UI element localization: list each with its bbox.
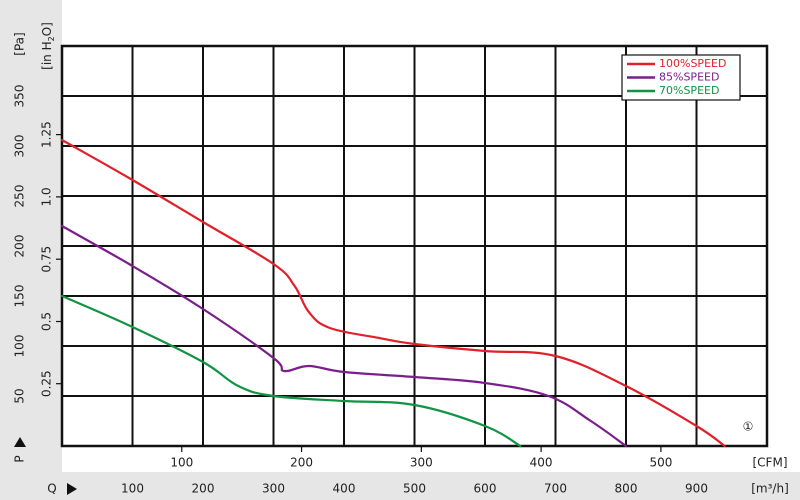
x-axis-band xyxy=(0,472,800,500)
y-axis-unit: [Pa] xyxy=(13,32,27,55)
x-tick-label: 900 xyxy=(685,482,708,496)
legend-entry: 85%SPEED xyxy=(659,71,719,84)
series-line-85-speed xyxy=(60,224,628,448)
x-tick-label: 300 xyxy=(262,482,285,496)
x2-tick-label: 400 xyxy=(530,456,553,470)
grid xyxy=(60,44,769,448)
series-lines xyxy=(60,138,726,448)
y-axis-arrow-icon xyxy=(14,437,26,447)
y2-tick-label: 0.75 xyxy=(40,246,54,273)
y2-tick-label: 1.0 xyxy=(40,187,54,206)
x2-axis-unit: [CFM] xyxy=(753,456,788,470)
x-tick-label: 400 xyxy=(333,482,356,496)
y2-tick-label: 1.25 xyxy=(40,121,54,148)
axis-labels: [Pa] [in H2O] P Q [m³/h] [CFM] ① xyxy=(13,22,789,495)
y2-axis-unit: [in H2O] xyxy=(40,22,57,70)
y-axis-ticks: 50 100 150 200 250 300 350 xyxy=(13,85,27,404)
y-axis-label: P xyxy=(13,455,27,462)
legend-entry: 70%SPEED xyxy=(659,84,719,97)
x2-axis-ticks: 100 200 300 400 500 xyxy=(170,446,672,470)
x-tick-label: 600 xyxy=(474,482,497,496)
annotation-circled-one: ① xyxy=(743,420,754,434)
x-tick-label: 800 xyxy=(615,482,638,496)
x-axis-ticks: 100 200 300 400 500 600 700 800 900 xyxy=(121,482,708,496)
y2-tick-label: 0.5 xyxy=(40,312,54,331)
y-tick-label: 250 xyxy=(13,185,27,208)
x-axis-arrow-icon xyxy=(67,483,77,495)
x-tick-label: 500 xyxy=(403,482,426,496)
y-tick-label: 200 xyxy=(13,235,27,258)
legend-entry: 100%SPEED xyxy=(659,57,726,70)
series-line-70-speed xyxy=(60,294,522,448)
y-axis-band xyxy=(0,0,62,500)
x-tick-label: 200 xyxy=(192,482,215,496)
x-tick-label: 700 xyxy=(544,482,567,496)
y-tick-label: 50 xyxy=(13,388,27,403)
x-axis-unit: [m³/h] xyxy=(751,482,789,496)
y2-tick-label: 0.25 xyxy=(40,370,54,397)
y-tick-label: 350 xyxy=(13,85,27,108)
x2-tick-label: 200 xyxy=(290,456,313,470)
y-tick-label: 300 xyxy=(13,135,27,158)
y-tick-label: 150 xyxy=(13,285,27,308)
y-tick-label: 100 xyxy=(13,335,27,358)
plot-border xyxy=(60,44,769,448)
x-axis-label: Q xyxy=(47,482,56,496)
series-line-100-speed xyxy=(60,138,726,448)
x2-tick-label: 100 xyxy=(170,456,193,470)
y2-axis-ticks: 0.25 0.5 0.75 1.0 1.25 xyxy=(40,121,62,397)
x2-tick-label: 500 xyxy=(649,456,672,470)
x2-tick-label: 300 xyxy=(410,456,433,470)
x-tick-label: 100 xyxy=(121,482,144,496)
